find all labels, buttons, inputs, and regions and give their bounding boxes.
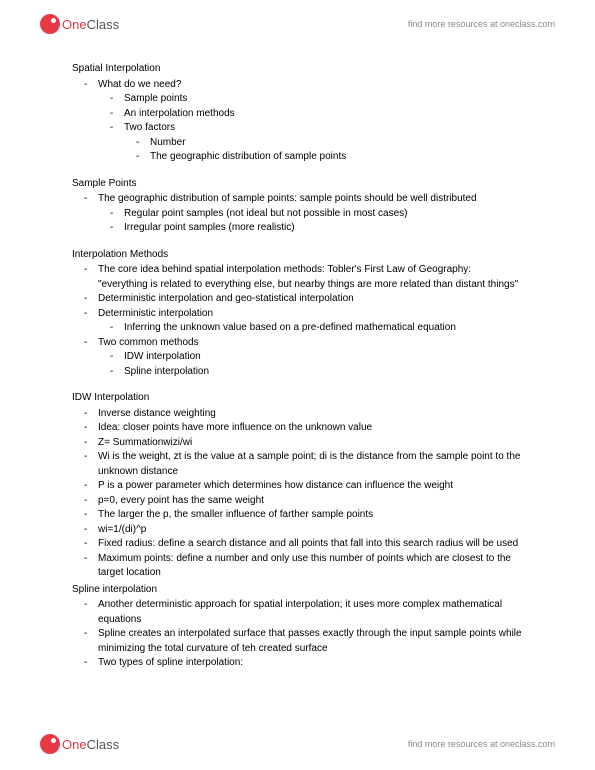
list-item: IDW interpolation	[124, 350, 523, 365]
list-item: Regular point samples (not ideal but not…	[124, 207, 523, 222]
list-item: The core idea behind spatial interpolati…	[98, 263, 523, 292]
logo: OneClass	[40, 14, 119, 34]
list-item: Z= Summationwizi/wi	[98, 436, 523, 451]
list-item: Irregular point samples (more realistic)	[124, 221, 523, 236]
list-item: Idea: closer points have more influence …	[98, 421, 523, 436]
list-item: wi=1/(di)^p	[98, 523, 523, 538]
list-item: Deterministic interpolation and geo-stat…	[98, 292, 523, 307]
list-item: Two types of spline interpolation:	[98, 656, 523, 671]
content: Spatial Interpolation What do we need? S…	[0, 42, 595, 693]
logo-icon	[40, 14, 60, 34]
text: Two factors	[124, 122, 175, 133]
list-item: The geographic distribution of sample po…	[98, 192, 523, 236]
list-item: The larger the p, the smaller influence …	[98, 508, 523, 523]
text: What do we need?	[98, 79, 181, 90]
list-item: p=0, every point has the same weight	[98, 494, 523, 509]
logo-text: OneClass	[62, 737, 119, 752]
list-item: P is a power parameter which determines …	[98, 479, 523, 494]
list-item: Spline creates an interpolated surface t…	[98, 627, 523, 656]
text: The geographic distribution of sample po…	[98, 193, 477, 204]
logo-text: OneClass	[62, 17, 119, 32]
logo-class: Class	[87, 737, 120, 752]
list-item: Wi is the weight, zt is the value at a s…	[98, 450, 523, 479]
section-methods: Interpolation Methods The core idea behi…	[72, 248, 523, 380]
list-item: Deterministic interpolation Inferring th…	[98, 307, 523, 336]
list-item: Sample points	[124, 92, 523, 107]
list-item: An interpolation methods	[124, 107, 523, 122]
list-item: Inferring the unknown value based on a p…	[124, 321, 523, 336]
list-item: Fixed radius: define a search distance a…	[98, 537, 523, 552]
header: OneClass find more resources at oneclass…	[0, 0, 595, 42]
list-item: What do we need? Sample points An interp…	[98, 78, 523, 165]
logo-one: One	[62, 737, 87, 752]
footer-tagline: find more resources at oneclass.com	[408, 739, 555, 749]
header-tagline: find more resources at oneclass.com	[408, 19, 555, 29]
logo-icon	[40, 734, 60, 754]
logo-one: One	[62, 17, 87, 32]
list-item: Spline interpolation	[124, 365, 523, 380]
title-spline: Spline interpolation	[72, 583, 523, 598]
section-idw: IDW Interpolation Inverse distance weigh…	[72, 391, 523, 581]
footer: OneClass find more resources at oneclass…	[0, 726, 595, 762]
list-item: Maximum points: define a number and only…	[98, 552, 523, 581]
list-item: Inverse distance weighting	[98, 407, 523, 422]
title-methods: Interpolation Methods	[72, 248, 523, 263]
title-sample: Sample Points	[72, 177, 523, 192]
section-spatial: Spatial Interpolation What do we need? S…	[72, 62, 523, 165]
section-sample: Sample Points The geographic distributio…	[72, 177, 523, 236]
text: Deterministic interpolation	[98, 308, 213, 319]
footer-logo: OneClass	[40, 734, 119, 754]
section-spline: Spline interpolation Another determinist…	[72, 583, 523, 671]
logo-class: Class	[87, 17, 120, 32]
text: Two common methods	[98, 337, 199, 348]
list-item: Another deterministic approach for spati…	[98, 598, 523, 627]
list-item: Two factors Number The geographic distri…	[124, 121, 523, 165]
title-idw: IDW Interpolation	[72, 391, 523, 406]
list-item: The geographic distribution of sample po…	[150, 150, 523, 165]
title-spatial: Spatial Interpolation	[72, 62, 523, 77]
list-item: Two common methods IDW interpolation Spl…	[98, 336, 523, 380]
list-item: Number	[150, 136, 523, 151]
